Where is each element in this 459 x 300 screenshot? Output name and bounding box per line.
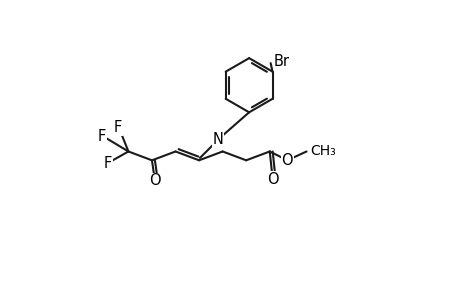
Text: CH₃: CH₃	[309, 145, 335, 158]
Text: O: O	[281, 153, 292, 168]
Text: F: F	[103, 156, 112, 171]
Text: F: F	[114, 120, 122, 135]
Text: O: O	[266, 172, 278, 187]
Text: O: O	[149, 173, 160, 188]
Text: N: N	[213, 132, 223, 147]
Text: Br: Br	[273, 54, 289, 69]
Text: F: F	[98, 129, 106, 144]
